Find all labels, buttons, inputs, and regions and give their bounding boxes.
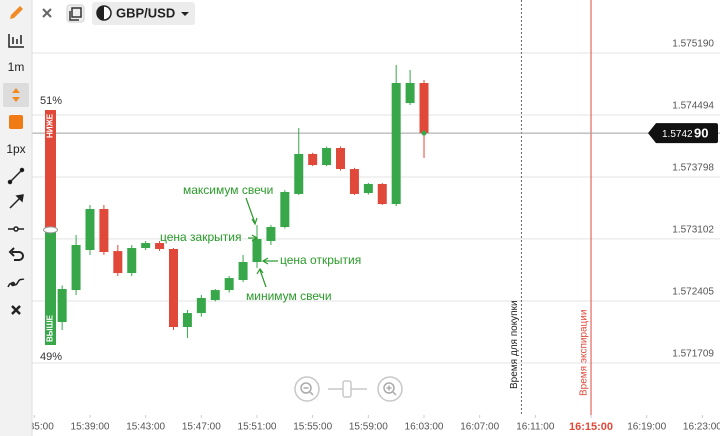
x-tick-label: 15:55:00 [293, 422, 332, 433]
candle-body [266, 227, 276, 241]
symbol: GBP/USD [116, 5, 175, 20]
y-tick-label: 1.572405 [672, 287, 714, 298]
candle-body [363, 183, 373, 193]
trend-tool[interactable] [3, 83, 29, 107]
candle-body [336, 148, 346, 170]
y-tick-label: 1.571709 [672, 349, 714, 360]
sentiment-divider [43, 226, 58, 234]
candle-body [85, 209, 95, 250]
sentiment-down-label: 51% [40, 95, 62, 107]
x-tick-label: 16:03:00 [405, 422, 444, 433]
draw-tool[interactable] [10, 6, 23, 19]
arrow-head [251, 234, 259, 242]
candle-body [349, 169, 359, 194]
y-tick-label: 1.574494 [672, 101, 714, 112]
candle-body [294, 153, 304, 194]
timeframe[interactable]: 1m [8, 60, 25, 74]
candle-body [196, 297, 206, 314]
indicator-tool[interactable] [7, 278, 25, 288]
candle-body [280, 192, 290, 228]
x-tick-label: 15:43:00 [126, 422, 165, 433]
expiry-line-label: Время экспирации [579, 310, 590, 396]
candle-body [182, 313, 192, 328]
color-tool[interactable] [9, 115, 23, 129]
ray-tool[interactable] [9, 194, 24, 209]
toolbar: 1m 1px [0, 0, 33, 436]
plot-area: 1.575190 1.574494 1.573798 1.573102 1.572405… [15, 0, 720, 433]
zoom-controls [294, 376, 403, 402]
annotation: цена закрытия [160, 230, 241, 244]
zoom-slider[interactable] [328, 380, 367, 398]
arrow-head [261, 257, 269, 265]
last-price-dot [421, 130, 427, 136]
x-tick-label: 15:47:00 [182, 422, 221, 433]
annotations [245, 197, 278, 288]
chart-type-tool[interactable] [8, 34, 24, 48]
candle-body [405, 83, 415, 104]
current-price-pips: 90 [694, 126, 708, 141]
x-tick-label: 15:51:00 [238, 422, 277, 433]
symbol-selector[interactable]: GBP/USD [92, 2, 195, 25]
zoom-out-button[interactable] [294, 376, 320, 402]
close-button[interactable] [42, 8, 52, 18]
candle-body [224, 278, 234, 291]
annotation: максимум свечи [183, 183, 273, 197]
candle-body [57, 288, 67, 323]
line-width[interactable]: 1px [6, 142, 25, 156]
sentiment-down-bar [45, 110, 56, 230]
candle-body [113, 251, 123, 274]
x-tick-label: 16:11:00 [516, 422, 555, 433]
y-tick-label: 1.573102 [672, 225, 714, 236]
x-tick-label: 16:15:00 [569, 421, 613, 433]
sentiment-up-bar [45, 229, 56, 345]
candle-body [168, 249, 178, 328]
arrow-head [256, 267, 264, 275]
y-tick-label: 1.573798 [672, 163, 714, 174]
candle-body [127, 248, 137, 274]
annotation: минимум свечи [246, 289, 332, 303]
candle-body [377, 183, 387, 205]
current-price-main: 1.5742 [662, 129, 693, 140]
zoom-in-button[interactable] [377, 376, 403, 402]
current-price-tag [648, 123, 718, 144]
candle-body [391, 83, 401, 205]
clear-tool[interactable] [11, 305, 21, 315]
x-tick-label: 15:35:00 [15, 422, 54, 433]
horizontal-line-tool[interactable] [8, 226, 24, 232]
arrow [245, 197, 256, 224]
candle-body [322, 148, 332, 166]
arrow [259, 269, 267, 288]
annotation: цена открытия [280, 253, 361, 267]
candle-body [141, 243, 151, 249]
candle-body [252, 239, 262, 263]
x-tick-label: 16:07:00 [460, 422, 499, 433]
layout-button[interactable] [66, 4, 85, 23]
undo-tool[interactable] [8, 247, 24, 261]
candle-body [238, 262, 248, 280]
x-tick-label: 15:59:00 [349, 422, 388, 433]
candle-body [71, 244, 81, 291]
candle-body [308, 153, 318, 166]
sentiment-up-label: 49% [40, 351, 62, 363]
sentiment-down-text: НИЖЕ [46, 113, 55, 138]
y-tick-label: 1.575190 [672, 39, 714, 50]
x-tick-label: 15:39:00 [71, 422, 110, 433]
line-tool[interactable] [7, 167, 25, 185]
candle-body [155, 243, 165, 249]
candle-body [419, 83, 429, 134]
arrow-head [251, 217, 258, 226]
x-tick-label: 16:23:00 [683, 422, 720, 433]
sentiment-up-text: ВЫШЕ [46, 314, 55, 342]
purchase-line-label: Время для покупки [509, 300, 520, 389]
candle-body [210, 290, 220, 301]
candle-body [99, 209, 109, 253]
x-tick-label: 16:19:00 [627, 422, 666, 433]
